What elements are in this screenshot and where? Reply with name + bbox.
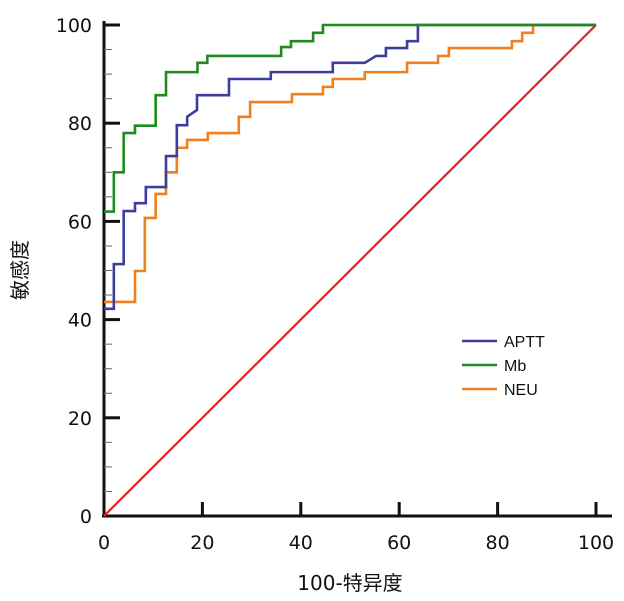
x-tick-label: 40 (289, 532, 313, 554)
legend-label: Mb (504, 358, 526, 375)
x-tick-label: 100 (578, 532, 614, 554)
x-tick-label: 0 (98, 532, 110, 554)
legend-label: NEU (504, 382, 538, 399)
y-tick-label: 0 (80, 506, 92, 528)
x-tick-label: 80 (486, 532, 510, 554)
series-line-mb (104, 23, 596, 213)
y-tick-label: 80 (68, 113, 92, 135)
axes: 0 20 40 60 80 100 0 20 40 60 80 100 (56, 15, 614, 554)
series-lines (103, 23, 597, 517)
y-tick-label: 20 (68, 408, 92, 430)
y-tick-label: 60 (68, 211, 92, 233)
reference-line (103, 24, 597, 517)
legend: APTT Mb NEU (462, 334, 545, 399)
x-axis-label: 100-特异度 (297, 571, 402, 595)
series-line-neu (104, 23, 596, 304)
y-tick-label: 100 (56, 15, 92, 37)
x-tick-label: 60 (387, 532, 411, 554)
y-axis-label: 敏感度 (8, 240, 32, 300)
series-line-aptt (104, 23, 596, 311)
x-tick-label: 20 (190, 532, 214, 554)
y-tick-label: 40 (68, 310, 92, 332)
legend-label: APTT (504, 334, 545, 351)
